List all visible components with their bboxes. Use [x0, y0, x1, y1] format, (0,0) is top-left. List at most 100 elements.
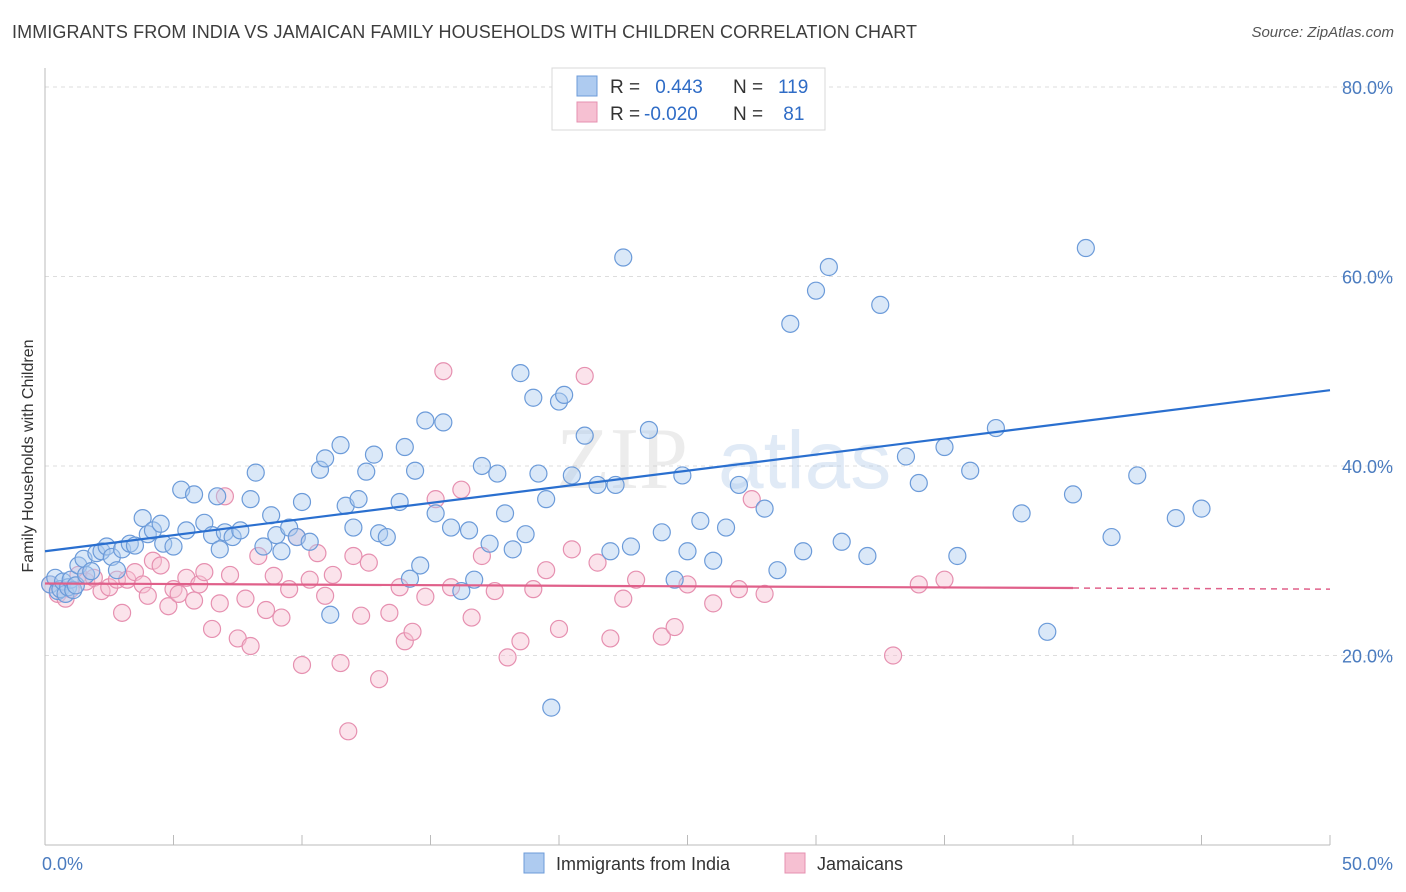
jamaicans-point-80 [935, 570, 954, 589]
y-tick-label-80: 80.0% [1342, 78, 1393, 98]
x-tick-max: 50.0% [1342, 854, 1393, 874]
india-point-115 [1012, 504, 1031, 523]
y-tick-label-20: 20.0% [1342, 646, 1393, 666]
india-point-116 [1038, 622, 1057, 641]
jamaicans-point-26 [215, 487, 234, 506]
india-point-60 [395, 437, 414, 457]
jamaicans-point-24 [202, 619, 222, 639]
legend-n-value-india: 119 [778, 77, 808, 98]
jamaicans-point-65 [562, 540, 581, 559]
india-point-91 [639, 420, 659, 440]
jamaicans-point-67 [588, 553, 607, 572]
india-point-117 [1063, 485, 1083, 504]
india-point-92 [652, 523, 671, 542]
india-point-102 [781, 314, 800, 333]
jamaicans-point-35 [280, 580, 299, 599]
legend-r-value-jamaicans: -0.020 [644, 104, 698, 125]
india-point-79 [529, 464, 548, 483]
y-axis-label: Family Households with Children [20, 340, 37, 573]
jamaicans-point-25 [210, 594, 229, 613]
india-point-98 [716, 518, 736, 537]
jamaicans-point-68 [601, 629, 620, 648]
jamaicans-point-29 [236, 589, 255, 608]
jamaicans-point-47 [370, 670, 389, 689]
india-point-13 [82, 562, 101, 581]
india-point-62 [405, 461, 425, 480]
india-point-18 [107, 561, 127, 580]
india-point-78 [524, 388, 543, 407]
india-point-22 [133, 508, 152, 528]
series-legend-swatch-jamaicans [784, 852, 806, 874]
india-point-51 [331, 436, 350, 455]
jamaicans-point-63 [537, 561, 556, 580]
india-point-33 [208, 487, 227, 506]
jamaicans-point-17 [159, 597, 178, 616]
india-point-76 [511, 364, 530, 383]
jamaicans-point-23 [195, 563, 214, 582]
legend-r-label-india: R = [610, 77, 640, 98]
watermark-atlas: atlas [718, 415, 891, 506]
india-point-49 [316, 449, 335, 468]
india-point-37 [231, 521, 250, 540]
india-point-75 [503, 540, 522, 559]
x-axis-ticks [44, 835, 1331, 845]
india-point-111 [935, 437, 954, 457]
india-point-81 [542, 698, 561, 717]
india-point-85 [575, 426, 594, 445]
jamaicans-point-79 [909, 575, 928, 594]
india-point-74 [495, 504, 515, 523]
jamaicans-point-44 [344, 546, 363, 566]
india-point-122 [1192, 499, 1211, 518]
jamaicans-point-75 [729, 580, 749, 599]
india-point-93 [665, 570, 684, 589]
india-point-84 [562, 466, 581, 485]
jamaicans-point-45 [352, 606, 371, 625]
jamaicans-point-72 [665, 617, 684, 637]
india-point-30 [184, 485, 204, 504]
india-point-26 [154, 534, 173, 553]
source-label: Source: ZipAtlas.com [1251, 24, 1394, 41]
stats-legend: R = 0.443 N = 119 R = -0.020 N = 81 [551, 67, 826, 131]
jamaicans-point-55 [441, 578, 461, 597]
india-point-8 [64, 581, 83, 600]
india-point-95 [678, 542, 697, 561]
jamaicans-point-32 [256, 600, 276, 620]
jamaicans-point-46 [359, 553, 378, 572]
india-point-64 [416, 411, 435, 430]
jamaicans-point-71 [652, 627, 671, 646]
jamaicans-point-40 [316, 586, 335, 605]
gridlines [45, 86, 1393, 656]
india-point-100 [755, 499, 774, 518]
y-tick-labels: 20.0% 40.0% 60.0% 80.0% [1342, 78, 1393, 667]
series-legend: Immigrants from India Jamaicans [523, 852, 903, 874]
india-point-99 [729, 475, 749, 495]
india-point-121 [1166, 508, 1185, 528]
jamaicans-point-76 [742, 490, 761, 509]
india-point-103 [794, 542, 813, 561]
jamaicans-trend-line [44, 582, 1074, 590]
india-point-109 [896, 447, 916, 466]
india-point-72 [480, 534, 499, 553]
jamaicans-point-42 [331, 653, 350, 673]
india-point-114 [986, 418, 1006, 438]
x-tick-min: 0.0% [42, 854, 83, 874]
india-point-73 [488, 464, 507, 483]
y-tick-label-60: 60.0% [1342, 267, 1393, 287]
india-point-46 [292, 492, 312, 512]
jamaicans-point-16 [151, 556, 170, 575]
india-point-63 [411, 556, 430, 575]
india-point-66 [434, 413, 453, 432]
india-point-55 [357, 462, 376, 481]
india-point-83 [555, 385, 574, 405]
india-point-118 [1076, 238, 1095, 258]
jamaicans-point-37 [292, 655, 312, 675]
india-point-119 [1102, 527, 1121, 547]
legend-n-value-jamaicans: 81 [778, 104, 804, 125]
india-point-39 [246, 463, 265, 482]
jamaicans-point-52 [416, 587, 435, 606]
legend-swatch-india [576, 75, 598, 97]
jamaicans-points [41, 362, 954, 741]
jamaicans-point-60 [498, 648, 517, 667]
india-point-86 [588, 475, 607, 495]
jamaicans-point-21 [184, 591, 204, 610]
